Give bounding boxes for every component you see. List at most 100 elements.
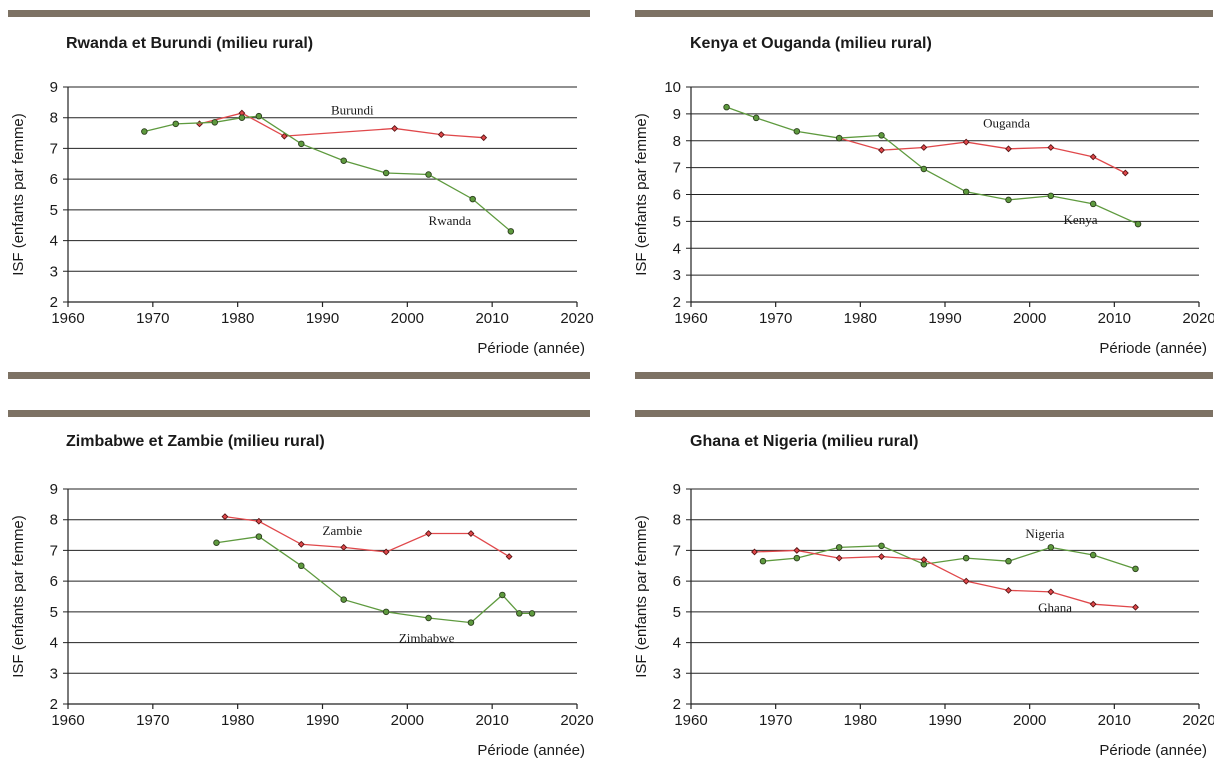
data-point-ghana [1090,601,1096,607]
y-axis-label: ISF (enfants par femme) [633,113,650,276]
y-tick-label: 6 [673,187,681,204]
data-point-rwanda [508,229,514,235]
data-point-kenya [1048,193,1054,199]
y-tick-label: 9 [50,481,58,498]
y-tick-label: 7 [50,140,58,157]
data-point-nigeria [794,555,800,561]
y-tick-label: 8 [673,512,681,529]
data-point-nigeria [1133,566,1139,572]
data-point-rwanda [426,172,432,178]
y-tick-label: 7 [50,542,58,559]
y-tick-label: 6 [50,171,58,188]
x-tick-label: 1980 [844,310,877,327]
data-point-kenya [879,133,885,139]
data-point-zimbabwe [214,540,220,546]
series-line-ghana [755,550,1136,607]
y-axis-label: ISF (enfants par femme) [10,113,27,276]
x-tick-label: 1960 [51,712,84,729]
x-tick-label: 1980 [844,712,877,729]
x-axis-label: Période (année) [477,742,585,759]
series-label-burundi: Burundi [331,103,374,118]
y-tick-label: 4 [673,635,681,652]
panel-title: Rwanda et Burundi (milieu rural) [66,35,313,52]
x-tick-label: 1970 [759,310,792,327]
series-label-kenya: Kenya [1064,212,1098,227]
x-tick-label: 1980 [221,310,254,327]
data-point-nigeria [1090,552,1096,558]
data-point-ouganda [921,145,927,151]
y-tick-label: 2 [673,294,681,311]
data-point-ouganda [1123,170,1129,176]
data-point-zambie [341,545,347,551]
y-tick-label: 2 [50,294,58,311]
x-tick-label: 1990 [928,310,961,327]
data-point-zambie [222,514,228,520]
panel-top-rule [635,410,1213,417]
data-point-zimbabwe [468,620,474,626]
x-tick-label: 1990 [306,310,339,327]
data-point-rwanda [256,113,262,119]
x-tick-label: 1970 [759,712,792,729]
data-point-ghana [1133,604,1139,610]
plot-area: 2 3 4 5 6 7 8 9 10 1960 1970 1980 1990 2000 2010 2020 Pé… [633,79,1214,357]
x-tick-label: 2010 [475,310,508,327]
x-tick-label: 2020 [560,712,593,729]
panel-top-rule [8,10,590,17]
data-point-zimbabwe [298,563,304,569]
data-point-zimbabwe [529,611,535,617]
data-point-ghana [1006,588,1012,594]
x-tick-label: 1990 [306,712,339,729]
data-point-ghana [1048,589,1054,595]
data-point-ghana [921,557,927,563]
x-tick-label: 2010 [1098,712,1131,729]
y-tick-label: 4 [50,233,58,250]
data-point-zambie [468,531,474,537]
data-point-burundi [392,126,398,132]
y-axis-label: ISF (enfants par femme) [633,515,650,678]
y-tick-label: 4 [50,635,58,652]
data-point-zimbabwe [500,592,506,598]
data-point-burundi [438,132,444,138]
series-label-zimbabwe: Zimbabwe [399,631,455,646]
x-tick-label: 2020 [1182,712,1214,729]
data-point-kenya [1090,201,1096,207]
series-label-ghana: Ghana [1038,600,1072,615]
y-tick-label: 5 [673,213,681,230]
data-point-ghana [963,578,969,584]
data-point-rwanda [341,158,347,164]
x-tick-label: 1970 [136,310,169,327]
x-tick-label: 1960 [674,712,707,729]
data-point-kenya [836,135,842,141]
y-tick-label: 7 [673,160,681,177]
series-line-nigeria [763,546,1136,569]
x-tick-label: 1960 [51,310,84,327]
y-tick-label: 8 [50,512,58,529]
panel-bottom-rule [8,372,590,379]
data-point-kenya [921,166,927,172]
data-point-zimbabwe [426,615,432,621]
series-label-zambie: Zambie [323,523,363,538]
data-point-ghana [836,555,842,561]
x-axis-label: Période (année) [477,340,585,357]
y-tick-label: 2 [673,696,681,713]
plot-area: 2 3 4 5 6 7 8 9 1960 1970 1980 1990 2000 2010 2020 Péri… [633,481,1214,759]
x-tick-label: 2020 [560,310,593,327]
data-point-kenya [794,129,800,135]
panel-title: Kenya et Ouganda (milieu rural) [690,35,932,52]
y-tick-label: 3 [673,267,681,284]
x-axis-label: Période (année) [1099,340,1207,357]
y-tick-label: 5 [673,604,681,621]
data-point-rwanda [298,141,304,147]
data-point-nigeria [836,545,842,551]
data-point-zimbabwe [517,611,523,617]
x-tick-label: 1990 [928,712,961,729]
panel-title: Ghana et Nigeria (milieu rural) [690,433,919,450]
data-point-rwanda [142,129,148,135]
y-tick-label: 4 [673,240,681,257]
data-point-ghana [879,554,885,560]
y-tick-label: 3 [673,665,681,682]
data-point-nigeria [879,543,885,549]
data-point-rwanda [212,120,218,126]
series-label-nigeria: Nigeria [1025,526,1064,541]
